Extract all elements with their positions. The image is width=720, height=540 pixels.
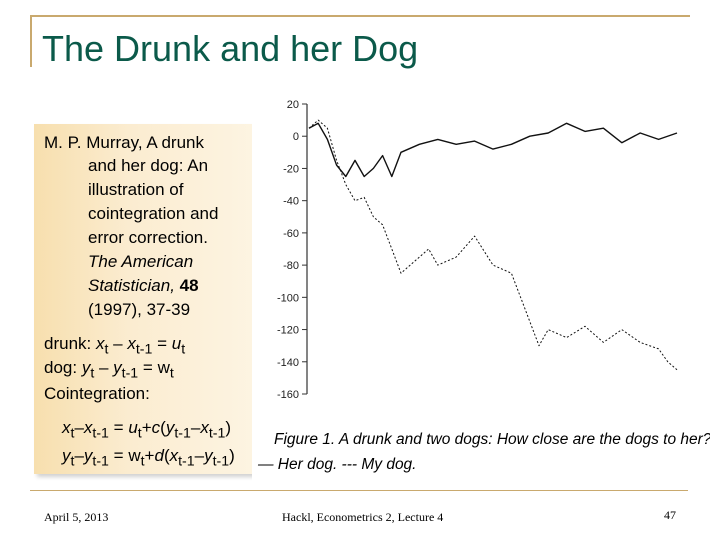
journal-name: The American bbox=[88, 252, 194, 271]
y-tick-label: -140 bbox=[277, 357, 299, 369]
y-tick-label: 0 bbox=[293, 131, 299, 143]
footer-course: Hackl, Econometrics 2, Lecture 4 bbox=[282, 510, 444, 524]
footer-rule bbox=[30, 490, 688, 491]
citation-volume-line: Statistician, 48 bbox=[88, 274, 199, 297]
y-tick-label: -60 bbox=[283, 228, 299, 240]
coint-equation-x: xt–xt-1 = ut+c(yt-1–xt-1) bbox=[62, 418, 232, 442]
her-dog-series-line bbox=[308, 122, 678, 178]
slide-title: The Drunk and her Dog bbox=[42, 28, 419, 69]
journal-volume: 48 bbox=[179, 276, 199, 295]
title-frame bbox=[30, 15, 690, 67]
y-tick-label: -40 bbox=[283, 196, 299, 208]
citation-line: cointegration and bbox=[88, 204, 219, 223]
figure-panel: 20 0 -20 -40 -60 -80 -100 -120 -140 -160 Figure 1… bbox=[252, 84, 712, 486]
cointegration-label: Cointegration: bbox=[44, 384, 150, 403]
drunk-equation: drunk: xt – xt-1 = ut bbox=[44, 334, 186, 358]
y-tick-label: -80 bbox=[283, 260, 299, 272]
y-tick-label: -100 bbox=[277, 292, 299, 304]
dog-equation: dog: yt – yt-1 = wt bbox=[44, 358, 174, 382]
citation-line: illustration of bbox=[88, 180, 184, 199]
eq-label: dog: bbox=[44, 358, 82, 377]
eq-label: drunk: bbox=[44, 334, 96, 353]
footer-date: April 5, 2013 bbox=[44, 510, 109, 524]
citation-line: and her dog: An bbox=[88, 156, 209, 175]
journal-name-cont: Statistician, bbox=[88, 276, 180, 295]
figure-caption: Figure 1. A drunk and two dogs: How clos… bbox=[274, 431, 710, 448]
y-tick-label: 20 bbox=[287, 99, 299, 111]
drunk-dogs-chart: 20 0 -20 -40 -60 -80 -100 -120 -140 -160 Figure 1… bbox=[257, 99, 712, 473]
my-dog-series-line bbox=[308, 119, 678, 371]
y-tick-label: -160 bbox=[277, 389, 299, 401]
page-number: 47 bbox=[664, 508, 676, 522]
citation-line: (1997), 37-39 bbox=[88, 300, 191, 319]
y-tick-label: -20 bbox=[283, 163, 299, 175]
coint-equation-y: yt–yt-1 = wt+d(xt-1–yt-1) bbox=[62, 446, 235, 470]
citation-line: M. P. Murray, A drunk bbox=[44, 133, 204, 152]
citation-line: error correction. bbox=[88, 228, 208, 247]
y-tick-label: -120 bbox=[277, 325, 299, 337]
figure-legend-caption: — Her dog. --- My dog. bbox=[257, 456, 417, 473]
citation-box bbox=[34, 124, 270, 474]
